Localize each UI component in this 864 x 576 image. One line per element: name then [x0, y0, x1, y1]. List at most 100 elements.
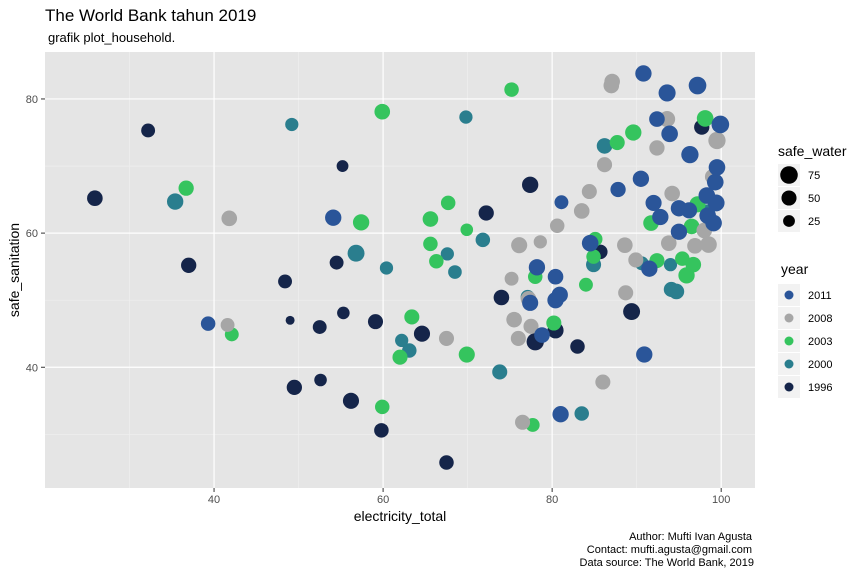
size-legend-dot [780, 166, 798, 184]
scatter-point-2008 [581, 183, 597, 200]
scatter-point-2003 [625, 124, 642, 141]
scatter-point-2003 [423, 236, 438, 252]
color-legend-dot [784, 359, 794, 369]
grid-minor [45, 52, 755, 488]
scatter-point-2011 [681, 202, 698, 219]
scatter-point-2003 [586, 249, 601, 264]
scatter-point-2000 [440, 247, 454, 261]
scatter-point-2011 [645, 194, 662, 211]
scatter-point-2011 [200, 316, 216, 331]
scatter-point-2008 [504, 271, 519, 286]
size-legend-title: safe_water [778, 143, 847, 159]
y-tick-label: 40 [26, 362, 38, 374]
x-tick-label: 40 [208, 494, 220, 506]
caption-contact: Contact: mufti.agusta@gmail.com [587, 544, 752, 556]
scatter-point-2000 [668, 283, 685, 300]
scatter-point-2008 [687, 238, 703, 254]
scatter-point-2011 [534, 327, 550, 343]
scatter-point-1996 [87, 190, 103, 207]
color-legend-dot [784, 290, 794, 300]
color-legend-dot [784, 313, 794, 323]
scatter-point-2000 [395, 333, 409, 348]
color-legend: year 2011 2008 2003 2000 1996 [778, 261, 832, 398]
scatter-point-2003 [579, 277, 593, 292]
scatter-point-2000 [574, 406, 589, 421]
scatter-point-2011 [681, 145, 699, 164]
scatter-point-1996 [522, 176, 539, 193]
scatter-point-1996 [336, 160, 349, 172]
scatter-point-1996 [478, 205, 494, 221]
scatter-point-2011 [325, 209, 342, 226]
scatter-point-1996 [314, 373, 327, 387]
color-legend-label: 2000 [808, 359, 832, 371]
scatter-point-1996 [141, 123, 156, 138]
scatter-point-1996 [285, 315, 295, 325]
scatter-point-2011 [632, 170, 650, 187]
scatter-point-2000 [285, 117, 299, 132]
scatter-point-2008 [515, 414, 531, 430]
scatter-point-2003 [178, 180, 194, 196]
scatter-point-2000 [167, 193, 184, 210]
scatter-point-2011 [707, 194, 725, 212]
x-axis-ticks: 40 60 80 100 [208, 488, 730, 506]
scatter-point-2008 [221, 210, 238, 227]
scatter-point-2008 [438, 330, 455, 346]
scatter-point-2000 [459, 110, 473, 124]
scatter-point-2000 [475, 232, 491, 248]
scatter-point-2011 [652, 208, 669, 226]
size-legend-label: 50 [808, 193, 820, 205]
scatter-point-2011 [528, 259, 546, 276]
scatter-point-2003 [546, 315, 562, 331]
color-legend-label: 1996 [808, 382, 832, 394]
scatter-point-2003 [375, 399, 390, 415]
scatter-point-2011 [711, 115, 730, 134]
scatter-point-2003 [440, 195, 456, 211]
scatter-point-2003 [460, 223, 474, 237]
scatter-point-2011 [581, 234, 599, 252]
scatter-point-2011 [706, 173, 724, 191]
scatter-point-2008 [510, 330, 526, 346]
scatter-point-2008 [549, 218, 565, 233]
scatter-point-2008 [649, 140, 665, 156]
y-tick-label: 80 [26, 94, 38, 106]
scatter-point-2011 [705, 214, 722, 232]
scatter-point-2011 [649, 111, 665, 127]
scatter-point-2003 [392, 349, 408, 365]
size-legend-dot [783, 215, 795, 227]
scatter-point-2008 [617, 237, 633, 253]
scatter-point-2003 [609, 135, 625, 151]
scatter-point-2011 [610, 181, 626, 198]
scatter-point-2003 [422, 211, 439, 227]
size-legend-label: 25 [808, 216, 820, 228]
scatter-point-2011 [636, 346, 653, 363]
color-legend-dot [784, 382, 794, 392]
scatter-point-2008 [664, 185, 680, 202]
scatter-point-1996 [413, 325, 431, 342]
scatter-point-2003 [504, 82, 519, 97]
color-legend-label: 2011 [808, 290, 832, 302]
scatter-point-2000 [347, 244, 365, 262]
scatter-point-2008 [573, 203, 590, 219]
scatter-point-2011 [522, 294, 539, 311]
scatter-point-1996 [623, 303, 641, 321]
scatter-point-2011 [635, 65, 652, 82]
scatter-point-1996 [329, 255, 344, 270]
scatter-point-2003 [352, 214, 370, 231]
data-points [87, 65, 730, 470]
scatter-point-2000 [663, 258, 678, 272]
scatter-point-2008 [618, 285, 634, 301]
scatter-point-2008 [506, 311, 522, 328]
scatter-point-2008 [220, 318, 235, 332]
scatter-point-2003 [685, 256, 702, 273]
scatter-point-2003 [374, 103, 391, 120]
scatter-point-2003 [683, 218, 700, 235]
scatter-point-2011 [670, 223, 688, 240]
scatter-point-2003 [458, 346, 475, 363]
scatter-point-2011 [552, 406, 569, 423]
scatter-point-2011 [547, 268, 564, 285]
color-legend-dot [784, 336, 794, 346]
caption-source: Data source: The World Bank, 2019 [580, 557, 754, 569]
x-tick-label: 60 [377, 494, 389, 506]
scatter-point-1996 [367, 314, 384, 330]
